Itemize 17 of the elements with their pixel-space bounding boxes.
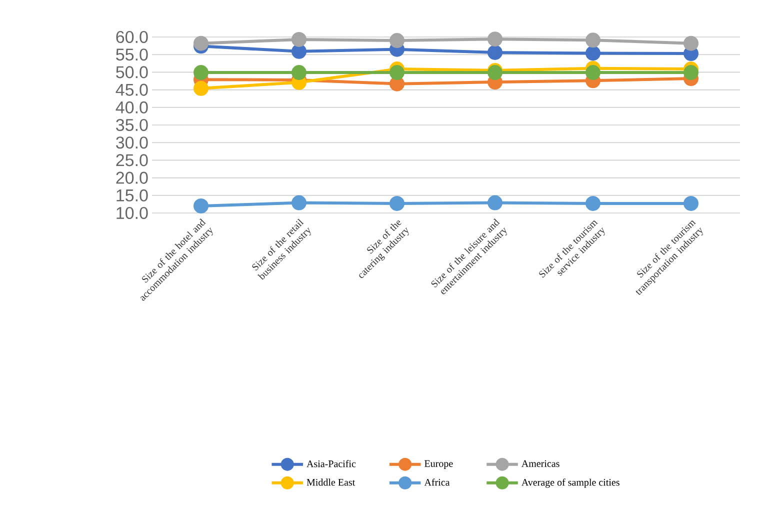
y-tick-label: 25.0 (116, 154, 148, 166)
y-tick-label: 10.0 (116, 206, 148, 220)
y-tick-label: 30.0 (116, 136, 148, 149)
legend-label: Average of sample cities (522, 478, 620, 488)
legend-label: Middle East (306, 478, 356, 486)
legend-label: Americas (522, 460, 560, 467)
y-tick-label: 55.0 (116, 48, 148, 61)
y-tick-label: 50.0 (116, 66, 148, 78)
legend-label: Europe (424, 460, 453, 469)
y-tick-label: 40.0 (116, 101, 148, 114)
y-tick-label: 35.0 (116, 118, 148, 132)
legend-label: Asia-Pacific (306, 460, 356, 468)
y-tick-label: 45.0 (116, 84, 148, 96)
y-tick-label: 20.0 (116, 172, 148, 184)
y-tick-label: 15.0 (116, 189, 148, 202)
y-tick-label: 60.0 (116, 30, 148, 44)
legend-label: Africa (424, 478, 450, 486)
